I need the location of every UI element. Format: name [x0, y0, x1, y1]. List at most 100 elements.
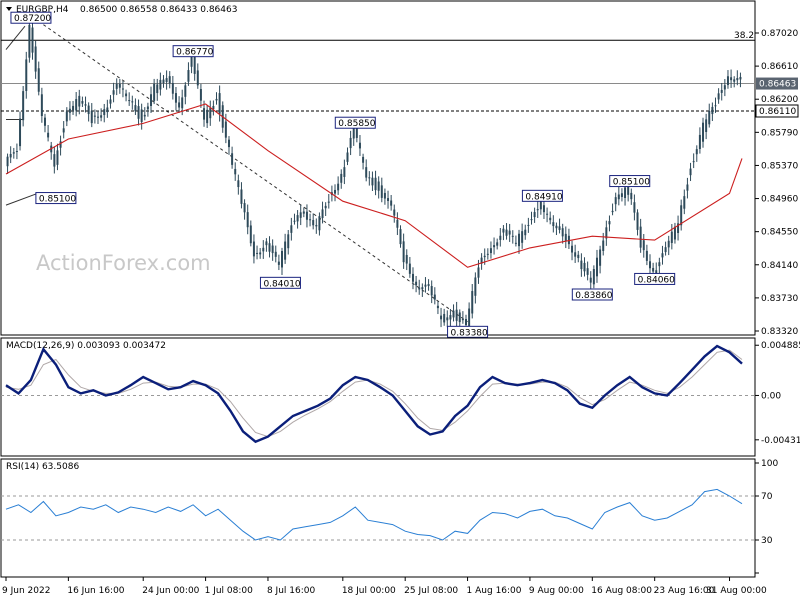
price-candle — [586, 261, 589, 281]
price-annotations: 0.87200 0.86770 0.85100 0.84010 0.85850 0.833… — [10, 11, 676, 338]
price-candle — [368, 171, 371, 186]
price-candle — [499, 227, 502, 247]
candle-body — [399, 229, 402, 245]
candle-body — [455, 309, 458, 321]
price-y-tick-label: 0.85370 — [761, 161, 798, 171]
candle-body — [153, 83, 156, 101]
price-candle — [268, 236, 271, 258]
candle-body — [349, 137, 352, 149]
candle-body — [496, 242, 499, 246]
price-candle — [252, 234, 255, 264]
price-candle — [405, 249, 408, 271]
price-candle — [187, 62, 190, 86]
price-candle — [343, 159, 346, 185]
candle-body — [499, 235, 502, 240]
candle-body — [106, 107, 109, 113]
candle-body — [259, 252, 262, 255]
trendline-upper — [43, 24, 468, 323]
candle-body — [159, 79, 162, 90]
candle-body — [627, 185, 630, 195]
price-candle — [47, 125, 50, 142]
candle-body — [12, 152, 15, 154]
time-tick-label: 1 Aug 16:00 — [467, 586, 522, 596]
time-tick-label: 9 Aug 00:00 — [529, 586, 584, 596]
candle-body — [15, 150, 18, 152]
price-y-tick-label: 0.86200 — [761, 95, 798, 105]
time-tick-label: 18 Jul 00:00 — [342, 586, 396, 596]
price-candle — [599, 245, 602, 274]
price-candle — [299, 204, 302, 226]
price-annotation-text: 0.85100 — [613, 178, 650, 188]
candle-body — [655, 270, 658, 275]
candle-body — [81, 101, 84, 104]
candle-body — [352, 127, 355, 139]
candle-body — [112, 90, 115, 95]
price-candle — [708, 103, 711, 128]
price-candle — [218, 85, 221, 122]
candle-body — [334, 189, 337, 194]
candle-body — [583, 262, 586, 272]
candle-body — [670, 231, 673, 243]
price-annotation-text: 0.83860 — [575, 291, 612, 301]
candle-body — [87, 105, 90, 115]
time-axis: 9 Jun 2022 16 Jun 16:00 24 Jun 00:00 1 Jul … — [2, 577, 767, 596]
price-candle — [589, 271, 592, 291]
candle-body — [530, 219, 533, 221]
rsi-y-axis: 100 70 30 — [755, 459, 778, 574]
price-candle — [87, 102, 90, 122]
candle-body — [402, 241, 405, 263]
price-annotation: 0.85100 — [609, 175, 651, 188]
candle-body — [652, 267, 655, 272]
candle-body — [34, 46, 37, 72]
candle-body — [380, 185, 383, 198]
price-annotation-text: 0.85850 — [338, 119, 375, 129]
price-candle — [580, 253, 583, 277]
candle-body — [90, 110, 93, 124]
collapse-arrow-icon[interactable] — [6, 7, 12, 11]
candle-body — [546, 213, 549, 215]
price-candle — [371, 171, 374, 192]
price-candle — [249, 220, 252, 247]
price-candle — [53, 146, 56, 174]
candle-body — [636, 212, 639, 230]
candle-body — [62, 128, 65, 133]
price-candle — [714, 97, 717, 113]
rsi-y-tick-label: 100 — [761, 459, 778, 469]
candle-body — [146, 106, 149, 110]
price-candle — [140, 103, 143, 130]
candle-body — [218, 93, 221, 114]
price-candle — [259, 248, 262, 259]
candle-body — [187, 70, 190, 82]
price-candle — [72, 100, 75, 115]
price-candle — [683, 189, 686, 215]
trendline-lower — [5, 192, 38, 206]
candle-body — [418, 287, 421, 290]
price-annotation-text: 0.84010 — [263, 279, 300, 289]
price-candle — [739, 72, 742, 88]
price-candle — [156, 78, 159, 101]
candle-body — [125, 93, 128, 97]
candle-body — [680, 205, 683, 226]
candle-body — [284, 241, 287, 260]
price-annotation: 0.87200 — [10, 11, 52, 24]
candle-body — [168, 76, 171, 84]
price-candle — [726, 70, 729, 89]
price-candle — [720, 82, 723, 101]
price-candle — [670, 224, 673, 250]
price-candle — [171, 75, 174, 100]
price-candles — [6, 20, 742, 334]
price-candle — [605, 220, 608, 246]
candle-body — [723, 85, 726, 90]
candle-body — [549, 217, 552, 221]
price-annotation: 0.83380 — [447, 325, 489, 338]
candle-body — [421, 287, 424, 290]
candle-body — [415, 281, 418, 286]
price-y-axis: 0.87020 0.86610 0.86200 0.85790 0.85370 0.849… — [755, 29, 798, 337]
price-candle — [736, 70, 739, 86]
candle-body — [190, 55, 193, 67]
candle-body — [296, 215, 299, 222]
candle-body — [542, 205, 545, 213]
price-candle — [327, 193, 330, 209]
candle-body — [65, 111, 68, 122]
price-candle — [56, 143, 59, 171]
